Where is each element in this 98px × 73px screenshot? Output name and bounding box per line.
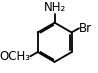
Text: OCH₃: OCH₃ bbox=[0, 50, 30, 63]
Text: NH₂: NH₂ bbox=[44, 1, 66, 14]
Text: Br: Br bbox=[79, 22, 92, 35]
